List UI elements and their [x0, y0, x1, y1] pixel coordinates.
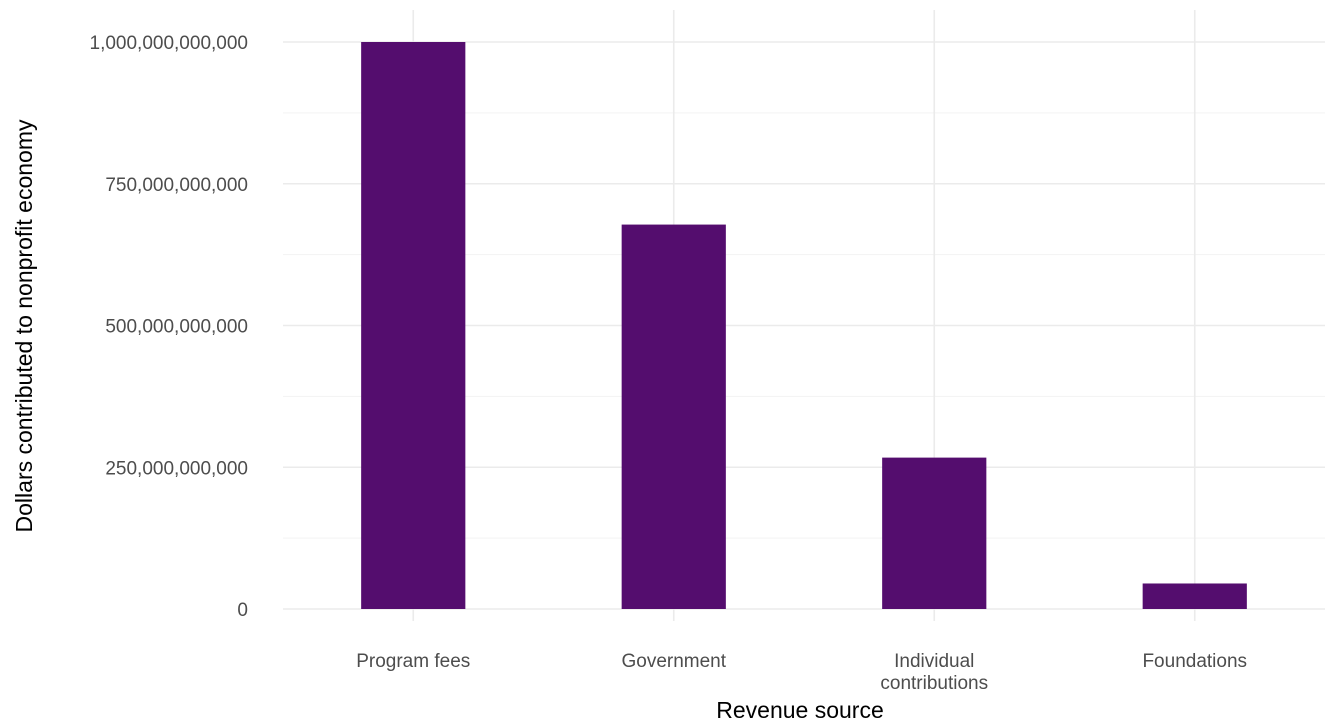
y-tick-label: 500,000,000,000 — [105, 317, 248, 338]
y-axis-title: Dollars contributed to nonprofit economy — [11, 119, 37, 532]
y-axis-ticks: 0 250,000,000,000 500,000,000,000 750,000,0… — [90, 33, 249, 621]
x-axis-ticks: Program fees Government Individual contribu… — [356, 651, 1247, 694]
x-tick-label: Program fees — [356, 651, 470, 672]
y-tick-label: 0 — [237, 600, 248, 621]
x-tick-label: Individual contributions — [880, 651, 988, 694]
bar — [621, 224, 726, 609]
y-tick-label: 250,000,000,000 — [105, 458, 248, 479]
x-tick-label: Government — [621, 651, 726, 672]
x-tick-label: Foundations — [1142, 651, 1247, 672]
bar — [882, 457, 987, 609]
bar — [1142, 583, 1247, 609]
bars — [361, 42, 1247, 609]
y-tick-label: 750,000,000,000 — [105, 175, 248, 196]
x-axis-title: Revenue source — [716, 697, 884, 723]
y-tick-label: 1,000,000,000,000 — [90, 33, 249, 54]
bar — [361, 42, 466, 609]
